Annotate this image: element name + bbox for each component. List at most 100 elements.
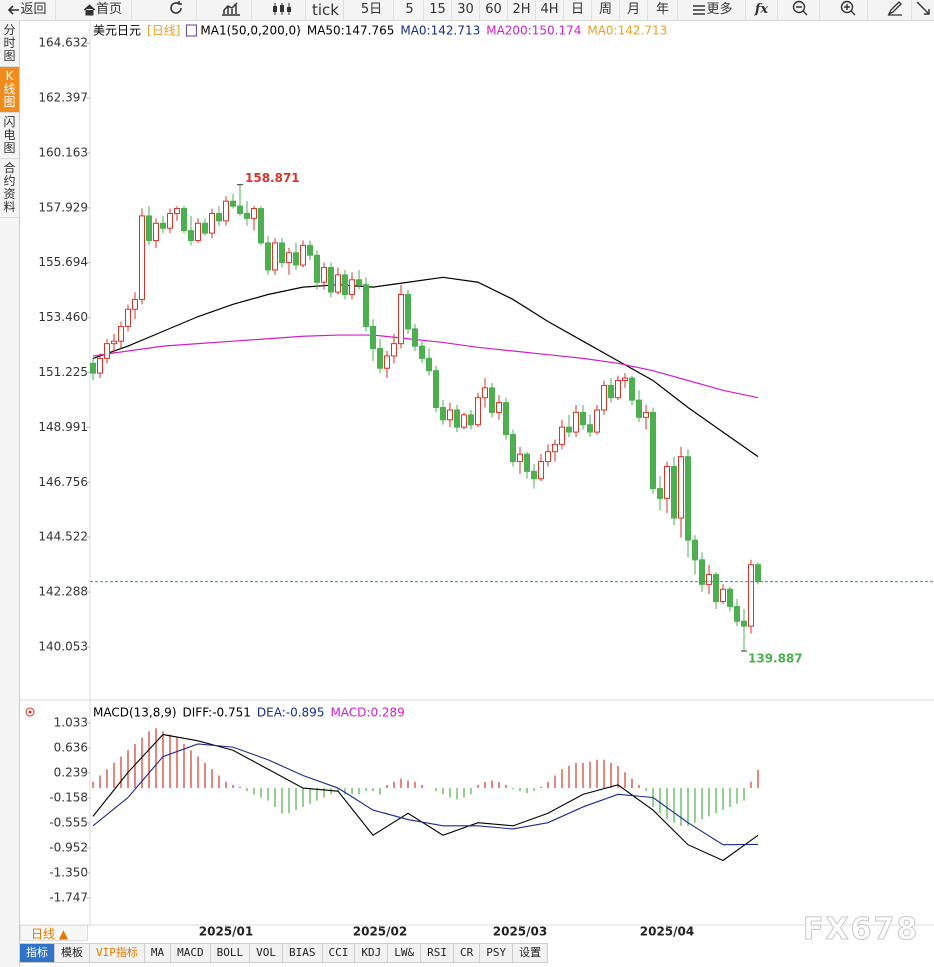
toolbar: 返回 首页 tick 5日 5 15 30 60 2H 4H 日周月年 更多 fx [0,0,934,21]
candle-body [685,456,691,541]
indicator-tab[interactable]: CR [454,943,481,963]
y-tick-label: 1.033 [54,716,88,730]
candle-body [727,588,733,607]
candle-body [265,242,271,271]
candle-body [377,348,383,369]
candle-body [433,370,439,409]
instrument-title: 美元日元 [93,24,141,38]
candle-body [244,212,250,219]
side-tab[interactable]: 闪电图 [0,113,19,159]
period-button[interactable]: 年 [648,0,678,20]
fx-button[interactable]: fx [746,0,778,20]
side-tab[interactable]: K线图 [0,67,19,113]
period-button[interactable]: 日 [564,0,592,20]
candle-body [195,222,201,241]
y-tick-label: -0.555 [49,815,88,829]
home-label: 首页 [95,2,122,17]
candle-body [412,328,418,347]
draw-button[interactable] [878,0,912,20]
period-button[interactable]: 月 [620,0,648,20]
candle-body [629,377,635,401]
candle-body [174,208,180,214]
y-tick-label: -1.350 [49,866,88,880]
period-button[interactable]: 2H [508,0,536,20]
candle-body [251,208,257,219]
y-tick-label: 0.239 [54,766,88,780]
period-button[interactable]: 30 [452,0,480,20]
y-tick-label: -0.158 [49,790,88,804]
indicator-tab[interactable]: BIAS [283,943,323,963]
expand-button[interactable] [912,0,934,20]
candle-body [167,212,173,229]
candle-body [538,461,544,480]
indicator-tab[interactable]: VIP指标 [90,943,145,963]
candle-button[interactable] [258,0,306,20]
candle-body [531,470,537,480]
candle-body [734,605,740,622]
high-label: 158.871 [245,171,300,185]
legend-entry: DIFF:-0.751 [183,706,251,720]
ma-line [92,276,759,458]
indicator-tab[interactable]: CCI [322,943,356,963]
candle-body [475,397,481,426]
home-button[interactable]: 首页 [74,0,132,20]
side-tab[interactable]: 合约资料 [0,159,19,218]
indicator-tab[interactable]: BOLL [210,943,251,963]
indicator-name: MACD(13,8,9) [93,706,177,720]
period-button[interactable]: 周 [592,0,620,20]
candle-body [657,488,663,499]
y-tick-label: 148.991 [38,420,88,434]
side-tabs: 分时图 K线图 闪电图 合约资料 [0,21,20,967]
indicator-tab[interactable]: LW& [388,943,422,963]
zoom-out-button[interactable] [780,0,820,20]
indicator-tab[interactable]: 指标 [20,943,55,963]
period-button[interactable]: 60 [480,0,508,20]
indicator-tab[interactable]: MACD [171,943,211,963]
y-tick-label: -0.952 [49,840,88,854]
period-button[interactable]: 15 [424,0,452,20]
candle-body [258,208,264,244]
back-button[interactable]: 返回 [0,0,56,20]
period-selector[interactable]: 日线 ▲ [20,925,88,941]
candle-body [440,407,446,421]
period-button[interactable]: 5 [396,0,424,20]
indicator-tab[interactable]: MA [144,943,172,963]
candle-body [391,343,397,357]
watermark: FX678 [802,912,920,948]
candle-body [237,205,243,214]
period-button[interactable]: 4H [536,0,564,20]
candle-body [545,451,551,463]
side-tab[interactable]: 分时图 [0,21,19,67]
candle-body [300,244,306,266]
x-tick-label: 2025/02 [353,925,407,939]
refresh-button[interactable] [155,0,197,20]
indicator-tab[interactable]: 设置 [513,943,549,963]
candle-body [573,411,579,433]
period-button[interactable]: 5日 [350,0,394,20]
period-label: [日线] [147,24,180,38]
candle-body [671,465,677,519]
candle-body [223,200,229,222]
candle-body [321,266,327,283]
tick-button[interactable]: tick [308,0,344,20]
more-button[interactable]: 更多 [680,0,746,20]
legend-entry: MA200:150.174 [486,24,581,38]
indicator-tab[interactable]: VOL [250,943,283,963]
candle-body [608,384,614,399]
indicator-tab[interactable]: RSI [421,943,454,963]
candle-body [272,242,278,271]
indicator-name: MA1(50,0,200,0) [200,24,300,38]
candle-body [566,426,572,433]
candle-body [104,343,110,359]
indicator-tab[interactable]: KDJ [355,943,389,963]
y-tick-label: 0.636 [54,741,88,755]
zoom-in-button[interactable] [828,0,868,20]
candle-body [517,453,523,463]
candle-body [692,539,698,561]
candle-body [678,456,684,519]
indicator-tab[interactable]: 模板 [55,943,90,963]
indicator-tab[interactable]: PSY [480,943,514,963]
candle-body [489,387,495,413]
chart-type-button[interactable] [210,0,252,20]
